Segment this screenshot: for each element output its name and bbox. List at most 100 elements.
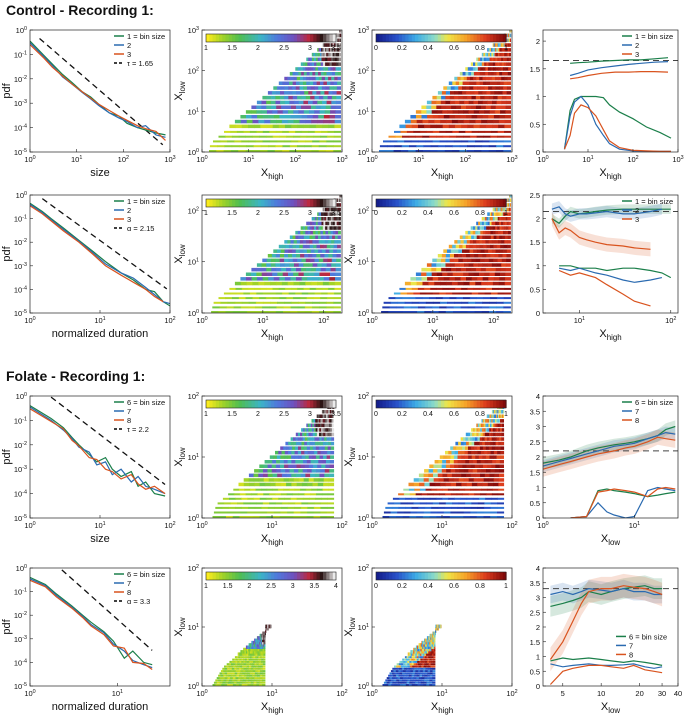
heatmap-cell (282, 244, 286, 249)
heatmap-cell (334, 235, 339, 239)
heatmap-cell (505, 267, 511, 272)
heatmap-cell (329, 460, 334, 464)
x-tick-label: 100 (196, 521, 207, 530)
heatmap-cell (312, 72, 316, 76)
colorbar-step (287, 400, 292, 408)
axes-frame (542, 29, 679, 153)
heatmap-cell (318, 277, 325, 281)
series-line (570, 488, 676, 518)
heatmap-cell (454, 455, 458, 459)
heatmap-cell (284, 263, 290, 267)
heatmap-cell (462, 244, 467, 249)
heatmap-cell (262, 115, 269, 119)
heatmap-cell (304, 254, 309, 258)
heatmap-cell (432, 663, 436, 666)
heatmap-cell (318, 446, 323, 450)
heatmap-cell (306, 297, 314, 300)
heatmap-cell (234, 281, 242, 286)
heatmap-cell (485, 76, 490, 81)
heatmap-cell (480, 105, 487, 109)
heatmap-cell (260, 647, 262, 652)
heatmap-cell (501, 43, 504, 47)
heatmap-cell (417, 645, 419, 649)
heatmap-cell (494, 469, 500, 473)
heatmap-cell (242, 665, 245, 668)
axes-frame (29, 194, 171, 314)
heatmap-cell (411, 684, 415, 686)
heatmap-cell (256, 663, 259, 666)
colorbar-tick-label: 0 (374, 210, 378, 217)
heatmap-cell (284, 254, 289, 258)
heatmap-cell (439, 292, 447, 295)
heatmap-cell (461, 124, 468, 129)
heatmap-cell (316, 254, 321, 258)
heatmap-cell (498, 428, 501, 432)
heatmap-cell (314, 502, 322, 505)
heatmap-cell (419, 660, 422, 663)
heatmap-cell (389, 306, 397, 309)
heatmap-cell (311, 226, 315, 230)
colorbar-step (450, 400, 455, 408)
heatmap-cell (429, 497, 437, 500)
heatmap-cell (471, 450, 475, 455)
heatmap-cell (324, 91, 329, 95)
heatmap-cell (487, 67, 491, 71)
heatmap-cell (508, 57, 511, 62)
heatmap-cell (487, 464, 492, 468)
heatmap-cell (470, 267, 477, 272)
heatmap-cell (320, 511, 328, 514)
heatmap-cell (486, 81, 491, 85)
heatmap-cell (264, 643, 266, 647)
colorbar-tick-label: 0.6 (449, 45, 459, 52)
heatmap-cell (237, 658, 240, 661)
heatmap-cell (252, 643, 254, 647)
colorbar-step (238, 34, 243, 42)
heatmap-cell (507, 43, 509, 47)
heatmap-cell (319, 52, 322, 57)
heatmap-cell (300, 488, 307, 491)
heatmap-cell (317, 48, 319, 52)
heatmap-cell (431, 311, 440, 313)
heatmap-cell (504, 287, 511, 290)
heatmap-cell (381, 311, 389, 313)
heatmap-cell (409, 516, 417, 518)
heatmap-cell (299, 135, 308, 138)
heatmap-cell (404, 658, 407, 661)
heatmap-cell (232, 684, 237, 686)
heatmap-cell (284, 249, 289, 253)
heatmap-cell (496, 263, 502, 267)
heatmap-cell (498, 437, 502, 441)
heatmap-cell (324, 410, 326, 414)
heatmap-cell (256, 100, 262, 105)
heatmap-cell (305, 230, 309, 235)
series-band (551, 204, 671, 228)
heatmap-cell (502, 419, 504, 423)
heatmap-cell (236, 130, 244, 133)
heatmap-cell (251, 493, 258, 496)
colorbar-frame (205, 198, 337, 208)
heatmap-cell (468, 235, 472, 239)
colorbar-tick-label: 3 (308, 411, 312, 418)
heatmap-cell (213, 511, 221, 514)
heatmap-cell (314, 432, 318, 437)
heatmap-cell (491, 464, 496, 468)
heatmap-cell (253, 643, 255, 647)
heatmap-cell (330, 455, 334, 459)
x-tick-label: 5 (561, 689, 565, 698)
heatmap-cell (422, 135, 430, 138)
heatmap-cell (479, 497, 486, 500)
heatmap-cell (333, 207, 335, 212)
heatmap-cell (328, 254, 333, 258)
heatmap-cell (256, 679, 260, 682)
heatmap-cell (490, 72, 494, 76)
heatmap-cell (413, 652, 416, 656)
heatmap-cell (429, 684, 433, 686)
heatmap-cell (418, 667, 422, 670)
heatmap-cell (304, 464, 310, 468)
heatmap-cell (337, 244, 341, 249)
heatmap-cell (260, 511, 268, 514)
colorbar-step (398, 400, 403, 408)
heatmap-cell (313, 297, 321, 300)
heatmap-cell (449, 95, 455, 100)
